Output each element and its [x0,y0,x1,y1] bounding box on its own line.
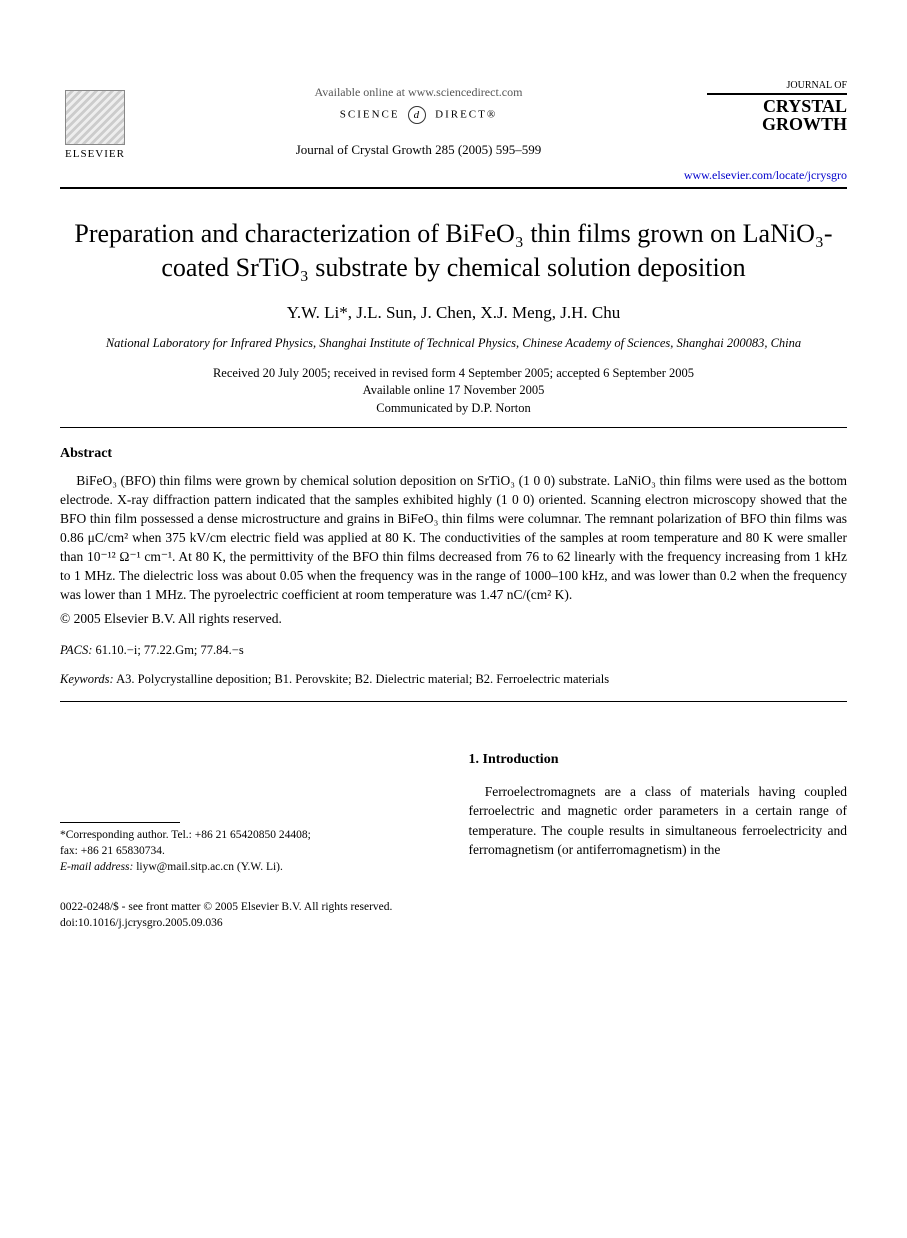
front-matter-line: 0022-0248/$ - see front matter © 2005 El… [60,899,847,915]
science-direct-logo: SCIENCE d DIRECT® [130,106,707,124]
copyright-line: © 2005 Elsevier B.V. All rights reserved… [60,611,847,627]
journal-reference: Journal of Crystal Growth 285 (2005) 595… [130,142,707,158]
journal-url-link[interactable]: www.elsevier.com/locate/jcrysgro [60,168,847,183]
journal-logo-line2: GROWTH [707,115,847,133]
available-date: Available online 17 November 2005 [60,382,847,400]
fax-line: fax: +86 21 65830734. [60,843,439,859]
article-dates: Received 20 July 2005; received in revis… [60,365,847,418]
communicated-by: Communicated by D.P. Norton [60,400,847,418]
footer-block: 0022-0248/$ - see front matter © 2005 El… [60,899,847,931]
sd-right: DIRECT® [435,109,497,121]
pacs-value: 61.10.−i; 77.22.Gm; 77.84.−s [96,643,244,657]
abstract-body: BiFeO₃ (BFO) thin films were grown by ch… [60,472,847,604]
affiliation: National Laboratory for Infrared Physics… [60,335,847,351]
left-column: *Corresponding author. Tel.: +86 21 6542… [60,752,439,875]
section-1-heading: 1. Introduction [469,752,848,768]
doi-line: doi:10.1016/j.jcrysgro.2005.09.036 [60,915,847,931]
keywords-line: Keywords: A3. Polycrystalline deposition… [60,672,847,687]
header-divider [60,187,847,189]
journal-logo: JOURNAL OF CRYSTAL GROWTH [707,80,847,133]
publisher-name: ELSEVIER [65,148,125,160]
right-column: 1. Introduction Ferroelectromagnets are … [469,752,848,875]
two-column-body: *Corresponding author. Tel.: +86 21 6542… [60,752,847,875]
sd-left: SCIENCE [340,109,400,121]
pacs-line: PACS: 61.10.−i; 77.22.Gm; 77.84.−s [60,643,847,658]
footnote-block: *Corresponding author. Tel.: +86 21 6542… [60,827,439,875]
publisher-logo: ELSEVIER [60,80,130,160]
authors-list: Y.W. Li*, J.L. Sun, J. Chen, X.J. Meng, … [60,303,847,323]
header-center: Available online at www.sciencedirect.co… [130,80,707,158]
section-1-body: Ferroelectromagnets are a class of mater… [469,782,848,860]
email-line: E-mail address: liyw@mail.sitp.ac.cn (Y.… [60,859,439,875]
available-online-text: Available online at www.sciencedirect.co… [130,85,707,100]
article-title: Preparation and characterization of BiFe… [70,217,837,285]
header-row: ELSEVIER Available online at www.science… [60,80,847,160]
footnote-rule [60,822,180,823]
sd-circle-icon: d [408,106,426,124]
keywords-value: A3. Polycrystalline deposition; B1. Pero… [116,672,609,686]
journal-logo-prefix: JOURNAL OF [707,80,847,91]
post-abstract-divider [60,701,847,702]
corresponding-author: *Corresponding author. Tel.: +86 21 6542… [60,827,439,843]
pacs-label: PACS: [60,643,92,657]
received-date: Received 20 July 2005; received in revis… [60,365,847,383]
elsevier-tree-icon [65,90,125,145]
abstract-heading: Abstract [60,446,847,462]
email-value: liyw@mail.sitp.ac.cn (Y.W. Li). [136,861,283,873]
email-label: E-mail address: [60,861,133,873]
journal-logo-line1: CRYSTAL [707,93,847,115]
keywords-label: Keywords: [60,672,114,686]
pre-abstract-divider [60,427,847,428]
